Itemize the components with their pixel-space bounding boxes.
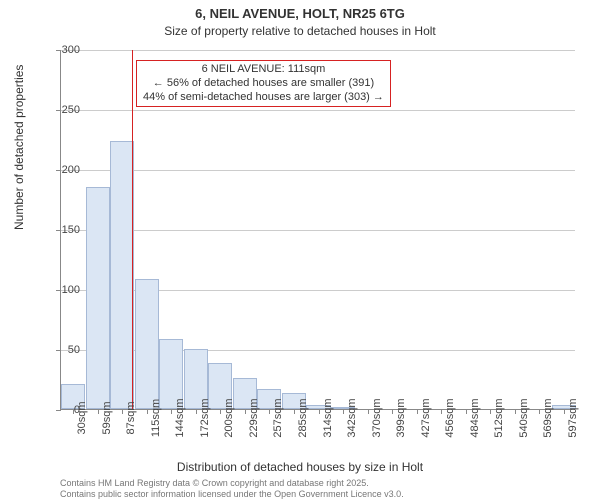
y-tick-label: 100	[40, 284, 80, 296]
y-tick-label: 300	[40, 44, 80, 56]
footnote-line1: Contains HM Land Registry data © Crown c…	[60, 478, 404, 489]
x-tick-label: 569sqm	[542, 398, 554, 437]
x-tick-label: 115sqm	[150, 399, 162, 437]
x-tick-mark	[368, 409, 369, 414]
x-tick-mark	[564, 409, 565, 414]
x-tick-label: 484sqm	[469, 398, 481, 437]
x-tick-mark	[417, 409, 418, 414]
reference-line	[132, 50, 134, 409]
y-tick-label: 150	[40, 224, 80, 236]
x-tick-label: 30sqm	[76, 401, 88, 434]
y-axis-label: Number of detached properties	[12, 65, 26, 230]
x-tick-mark	[122, 409, 123, 414]
annotation-line1: 6 NEIL AVENUE: 111sqm	[143, 63, 384, 77]
annotation-line2: ← 56% of detached houses are smaller (39…	[143, 77, 384, 91]
x-tick-mark	[441, 409, 442, 414]
x-tick-mark	[269, 409, 270, 414]
chart-subtitle: Size of property relative to detached ho…	[0, 23, 600, 38]
x-tick-label: 597sqm	[567, 398, 579, 437]
y-tick-label: 0	[40, 404, 80, 416]
x-tick-mark	[171, 409, 172, 414]
x-tick-mark	[539, 409, 540, 414]
x-tick-label: 59sqm	[101, 401, 113, 434]
x-axis-label: Distribution of detached houses by size …	[0, 460, 600, 474]
x-tick-label: 427sqm	[420, 398, 432, 437]
annotation-line3: 44% of semi-detached houses are larger (…	[143, 91, 384, 105]
x-tick-label: 342sqm	[346, 398, 358, 437]
x-tick-mark	[294, 409, 295, 414]
gridline	[61, 230, 575, 231]
y-tick-label: 50	[40, 344, 80, 356]
x-tick-mark	[343, 409, 344, 414]
x-tick-label: 257sqm	[272, 398, 284, 437]
x-tick-label: 229sqm	[248, 398, 260, 437]
x-tick-mark	[466, 409, 467, 414]
histogram-bar	[86, 187, 110, 409]
x-tick-label: 370sqm	[371, 398, 383, 437]
x-tick-mark	[490, 409, 491, 414]
x-tick-label: 285sqm	[297, 398, 309, 437]
x-tick-mark	[196, 409, 197, 414]
y-tick-label: 250	[40, 104, 80, 116]
y-tick-label: 200	[40, 164, 80, 176]
annotation-box: 6 NEIL AVENUE: 111sqm← 56% of detached h…	[136, 60, 391, 107]
x-tick-mark	[147, 409, 148, 414]
histogram-bar	[135, 279, 159, 409]
chart-container: 6, NEIL AVENUE, HOLT, NR25 6TG Size of p…	[0, 0, 600, 500]
x-tick-mark	[319, 409, 320, 414]
x-tick-label: 144sqm	[174, 398, 186, 437]
x-tick-label: 200sqm	[223, 398, 235, 437]
x-tick-mark	[515, 409, 516, 414]
x-tick-mark	[245, 409, 246, 414]
plot-area: 6 NEIL AVENUE: 111sqm← 56% of detached h…	[60, 50, 575, 410]
gridline	[61, 110, 575, 111]
gridline	[61, 170, 575, 171]
x-tick-label: 87sqm	[125, 401, 137, 434]
x-tick-label: 314sqm	[322, 398, 334, 437]
x-tick-label: 512sqm	[493, 398, 505, 437]
x-tick-mark	[392, 409, 393, 414]
x-tick-mark	[220, 409, 221, 414]
x-tick-label: 399sqm	[395, 398, 407, 437]
x-tick-label: 456sqm	[444, 398, 456, 437]
footnote-line2: Contains public sector information licen…	[60, 489, 404, 500]
chart-title: 6, NEIL AVENUE, HOLT, NR25 6TG	[0, 0, 600, 23]
footnote: Contains HM Land Registry data © Crown c…	[60, 478, 404, 500]
x-tick-label: 172sqm	[199, 398, 211, 437]
x-tick-label: 540sqm	[518, 398, 530, 437]
gridline	[61, 50, 575, 51]
x-tick-mark	[98, 409, 99, 414]
